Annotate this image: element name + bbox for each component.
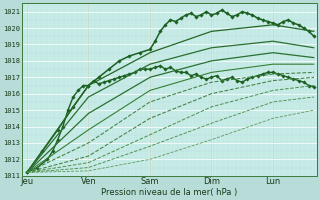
X-axis label: Pression niveau de la mer( hPa ): Pression niveau de la mer( hPa ) — [101, 188, 237, 197]
